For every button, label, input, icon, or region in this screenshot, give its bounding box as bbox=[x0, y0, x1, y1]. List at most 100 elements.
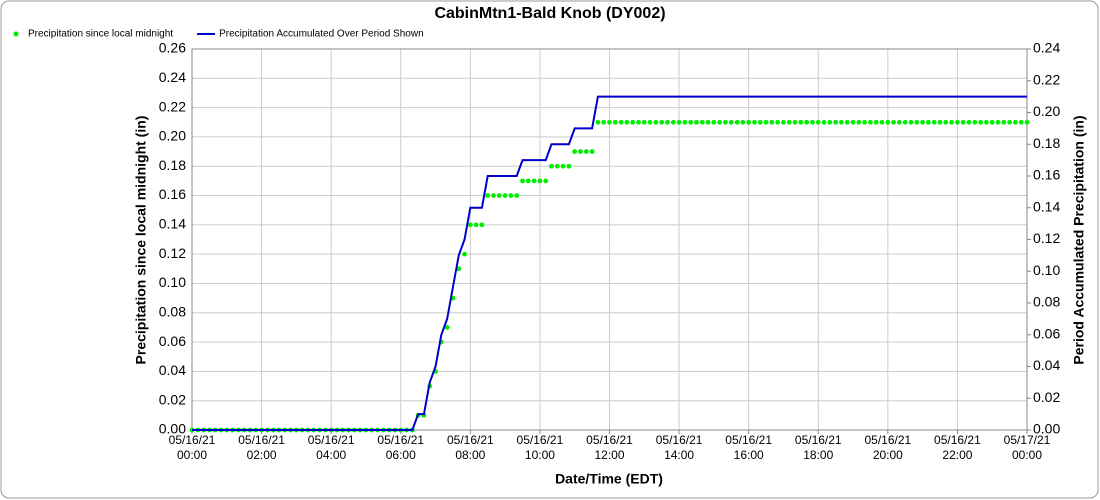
x-tick-label: 05/16/21 02:00 bbox=[238, 433, 285, 462]
data-point bbox=[786, 119, 792, 125]
data-point bbox=[676, 119, 682, 125]
data-point bbox=[1007, 119, 1013, 125]
data-point bbox=[589, 149, 595, 154]
data-point bbox=[699, 119, 705, 125]
y2-tick-label: 0.24 bbox=[1033, 40, 1060, 56]
data-point bbox=[781, 119, 786, 125]
data-point bbox=[462, 251, 467, 257]
y2-tick-label: 0.16 bbox=[1033, 167, 1060, 183]
x-tick-label: 05/17/21 00:00 bbox=[1003, 433, 1051, 462]
legend-label: Precipitation since local midnight bbox=[28, 29, 173, 40]
data-point bbox=[1024, 119, 1030, 125]
y-tick-label: 0.14 bbox=[159, 216, 186, 232]
y-tick-label: 0.26 bbox=[159, 40, 186, 56]
data-point bbox=[520, 178, 525, 184]
data-point bbox=[531, 178, 537, 184]
data-point bbox=[502, 193, 508, 198]
data-point bbox=[989, 119, 995, 125]
data-point bbox=[746, 119, 752, 125]
data-point bbox=[879, 119, 885, 125]
data-point bbox=[926, 119, 931, 125]
data-point bbox=[670, 119, 676, 125]
x-tick-label: 05/16/21 20:00 bbox=[864, 433, 912, 462]
data-point bbox=[688, 119, 694, 125]
data-point bbox=[914, 119, 920, 125]
data-point bbox=[839, 119, 844, 125]
data-point bbox=[554, 163, 560, 169]
y-tick-label: 0.06 bbox=[159, 333, 186, 349]
data-point bbox=[856, 119, 862, 125]
data-point bbox=[920, 119, 926, 125]
y-tick-label: 0.12 bbox=[159, 245, 186, 261]
data-point bbox=[496, 193, 502, 198]
data-point bbox=[873, 119, 879, 125]
data-point bbox=[891, 119, 897, 125]
data-point bbox=[804, 119, 810, 125]
x-tick-label: 05/16/21 12:00 bbox=[586, 433, 633, 462]
data-point bbox=[897, 119, 902, 125]
y-tick-label: 0.20 bbox=[159, 128, 186, 144]
plot-border bbox=[191, 48, 1028, 431]
y2-tick-label: 0.18 bbox=[1033, 135, 1060, 151]
data-point bbox=[868, 119, 873, 125]
y2-tick-label: 0.08 bbox=[1033, 294, 1060, 310]
data-line bbox=[192, 95, 1027, 431]
x-tick-label: 05/16/21 00:00 bbox=[168, 433, 216, 462]
data-point bbox=[984, 119, 989, 125]
data-point bbox=[752, 119, 757, 125]
y2-tick-label: 0.12 bbox=[1033, 230, 1060, 246]
data-point bbox=[763, 119, 769, 125]
data-point bbox=[705, 119, 711, 125]
data-point bbox=[908, 119, 914, 125]
data-point bbox=[682, 119, 688, 125]
y-tick-label: 0.18 bbox=[159, 157, 186, 173]
y-tick-label: 0.10 bbox=[159, 274, 186, 290]
data-point bbox=[485, 193, 491, 198]
x-tick-label: 05/16/21 18:00 bbox=[794, 433, 842, 462]
data-point bbox=[525, 178, 531, 184]
data-point bbox=[543, 178, 549, 184]
data-point bbox=[728, 119, 734, 125]
y-tick-label: 0.16 bbox=[159, 186, 186, 202]
data-point bbox=[769, 119, 775, 125]
data-point bbox=[734, 119, 740, 125]
data-point bbox=[583, 149, 589, 154]
data-point bbox=[711, 119, 717, 125]
data-point bbox=[815, 119, 821, 125]
y2-tick-label: 0.06 bbox=[1033, 325, 1060, 341]
data-point bbox=[1013, 119, 1018, 125]
y2-tick-label: 0.02 bbox=[1033, 389, 1060, 405]
data-point bbox=[560, 163, 566, 169]
x-tick-label: 05/16/21 22:00 bbox=[934, 433, 981, 462]
data-point bbox=[572, 149, 578, 154]
data-point bbox=[641, 119, 647, 125]
y2-tick-label: 0.10 bbox=[1033, 262, 1060, 278]
data-point bbox=[827, 119, 833, 125]
data-point bbox=[775, 119, 781, 125]
data-point bbox=[885, 119, 891, 125]
data-point bbox=[717, 119, 723, 125]
data-point bbox=[473, 222, 479, 228]
data-point bbox=[636, 119, 641, 125]
data-point bbox=[960, 119, 966, 125]
y2-tick-label: 0.22 bbox=[1033, 71, 1060, 87]
data-point bbox=[810, 119, 815, 125]
y-tick-label: 0.00 bbox=[159, 421, 186, 437]
data-point bbox=[943, 119, 949, 125]
data-point bbox=[595, 119, 601, 125]
y-tick-label: 0.02 bbox=[159, 391, 186, 407]
data-point bbox=[1001, 119, 1007, 125]
data-point bbox=[659, 119, 665, 125]
y-tick-label: 0.04 bbox=[159, 362, 186, 378]
y2-tick-label: 0.00 bbox=[1033, 421, 1060, 437]
y2-tick-label: 0.14 bbox=[1033, 198, 1060, 214]
data-point bbox=[792, 119, 798, 125]
data-point bbox=[821, 119, 827, 125]
data-point bbox=[665, 119, 670, 125]
data-point bbox=[862, 119, 868, 125]
data-point bbox=[931, 119, 937, 125]
legend-symbol bbox=[13, 31, 19, 37]
x-axis-title: Date/Time (EDT) bbox=[555, 471, 663, 487]
data-point bbox=[491, 193, 496, 198]
